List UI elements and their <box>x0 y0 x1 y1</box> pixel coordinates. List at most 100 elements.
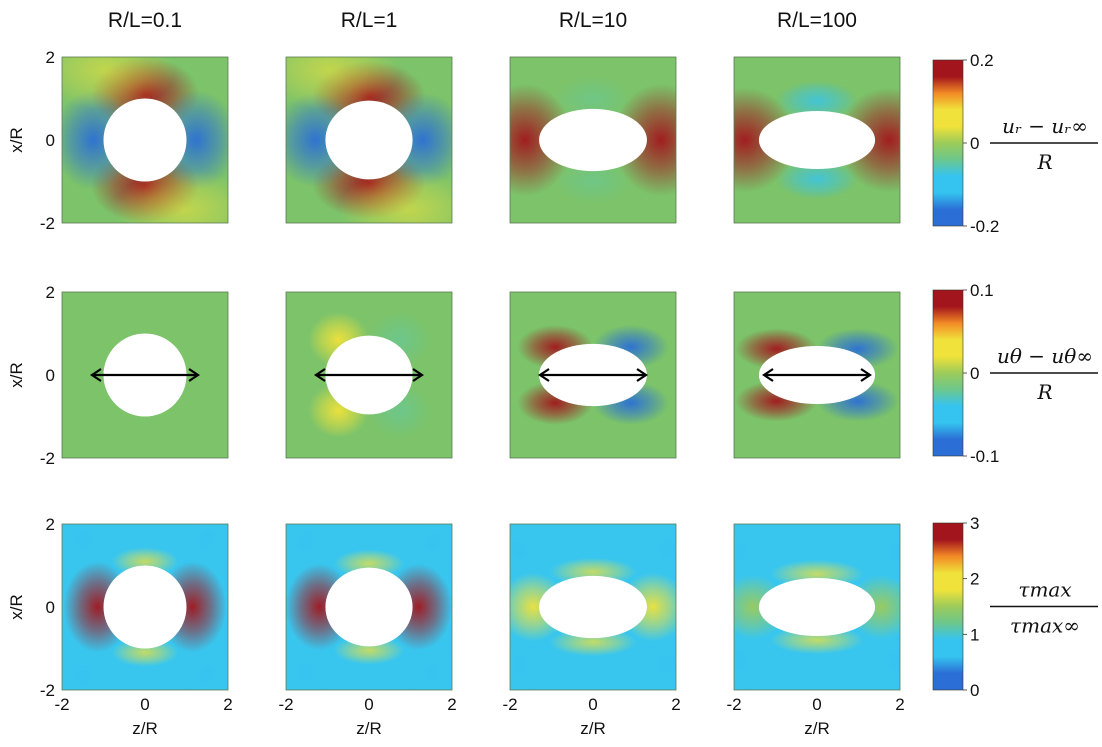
panel-frame <box>733 56 901 224</box>
y-tick-label: -2 <box>40 449 55 468</box>
x-axis-label: z/R <box>132 719 158 738</box>
y-tick-label: 2 <box>46 48 55 67</box>
x-axis-label: z/R <box>580 719 606 738</box>
x-tick-label: 2 <box>895 695 904 714</box>
x-tick-label: -2 <box>278 695 293 714</box>
panel <box>285 56 453 224</box>
field-halo <box>339 170 452 223</box>
column-title: R/L=10 <box>559 9 627 32</box>
y-axis-label: x/R <box>7 362 26 388</box>
inclusion <box>539 575 647 639</box>
colorbar-tick-label: 3 <box>970 514 979 533</box>
field-pole <box>111 638 179 667</box>
panel: -2 0 2 z/R <box>502 523 681 738</box>
colorbar-expression-numerator: uᵣ − uᵣ∞ <box>1002 114 1088 138</box>
inclusion <box>539 108 647 172</box>
colorbar: 0.1 0 -0.1 uθ − uθ∞ R <box>932 281 1098 466</box>
field-low-diag <box>62 644 108 690</box>
panel-frame <box>61 523 229 691</box>
field-low-diag <box>182 644 228 690</box>
column-title: R/L=1 <box>341 9 398 32</box>
panel <box>733 56 901 224</box>
x-tick-label: 0 <box>140 695 149 714</box>
y-tick-label: -2 <box>40 681 55 700</box>
colorbar-expression-numerator: τmax <box>1018 578 1071 602</box>
colorbar-tick-label: -0.1 <box>970 447 999 466</box>
x-tick-label: 0 <box>812 695 821 714</box>
colorbar-expression-numerator: uθ − uθ∞ <box>997 344 1093 368</box>
double-arrow <box>762 368 872 382</box>
panel-frame <box>733 523 901 691</box>
x-tick-label: -2 <box>502 695 517 714</box>
panel-frame <box>285 56 453 224</box>
colorbar-tick-label: 0 <box>970 134 979 153</box>
panel-frame <box>61 291 229 459</box>
x-tick-label: 0 <box>364 695 373 714</box>
y-axis-label: x/R <box>7 127 26 153</box>
field-halo <box>62 57 175 110</box>
inclusion <box>758 577 876 637</box>
colorbar-tick-label: -0.2 <box>970 217 999 236</box>
colorbar-tick-label: 0.1 <box>970 281 994 300</box>
colorbar-expression-denominator: R <box>1036 150 1052 174</box>
double-arrow <box>90 368 200 382</box>
colorbar-tick-label: 0.2 <box>970 51 994 70</box>
panel: 2 0 -2 x/R -2 0 2 z/R <box>7 515 233 738</box>
inclusion <box>103 565 187 649</box>
field-low-diag <box>408 642 452 690</box>
panel: 2 0 -2 x/R <box>7 283 229 468</box>
colorbar-scale <box>932 522 964 691</box>
x-axis-label: z/R <box>356 719 382 738</box>
field-halo <box>115 170 228 223</box>
panels-grid: 2 0 -2 x/R 2 0 -2 x/R 2 0 -2 x/R -2 0 2 z/R -2 0 2 z/R -2 0 2 z… <box>7 48 905 738</box>
panel <box>285 291 453 459</box>
panel: -2 0 2 z/R <box>278 523 457 738</box>
colorbar-tick-label: 0 <box>970 681 979 700</box>
field-low-diag <box>642 524 676 580</box>
x-tick-label: -2 <box>726 695 741 714</box>
panel-frame <box>509 291 677 459</box>
panel <box>509 56 677 224</box>
column-title: R/L=0.1 <box>108 9 182 32</box>
y-axis-label: x/R <box>7 594 26 620</box>
inclusion <box>758 110 876 170</box>
panel <box>733 291 901 459</box>
field-low-diag <box>286 524 330 572</box>
inclusion <box>325 100 413 180</box>
column-title: R/L=100 <box>777 9 857 32</box>
panel-frame <box>285 291 453 459</box>
x-tick-label: -2 <box>54 695 69 714</box>
colorbar-tick-label: 0 <box>970 364 979 383</box>
panel-frame <box>61 56 229 224</box>
panel-frame <box>509 523 677 691</box>
panel: -2 0 2 z/R <box>726 523 905 738</box>
double-arrow <box>314 368 424 382</box>
colorbars: 0.2 0 -0.2 uᵣ − uᵣ∞ R 0.1 0 -0.1 uθ − uθ∞ R 3 2 1 0 τm… <box>932 51 1098 700</box>
colorbar: 0.2 0 -0.2 uᵣ − uᵣ∞ R <box>932 51 1098 236</box>
field-min-pole <box>776 80 858 122</box>
field-min-pole <box>555 159 631 203</box>
colorbar-expression-denominator: τmax∞ <box>1010 614 1080 638</box>
field-low-diag <box>871 632 900 690</box>
colorbar-scale <box>932 289 964 457</box>
field-min-pole <box>776 158 858 200</box>
y-tick-label: 0 <box>46 598 55 617</box>
colorbar: 3 2 1 0 τmax τmax∞ <box>932 514 1098 700</box>
field-min-pole <box>555 77 631 121</box>
field-low-diag <box>510 524 544 580</box>
panel-frame <box>509 56 677 224</box>
x-tick-label: 2 <box>447 695 456 714</box>
field-low-diag <box>408 524 452 572</box>
y-tick-label: 2 <box>46 283 55 302</box>
inclusion <box>103 98 187 182</box>
y-tick-label: 0 <box>46 131 55 150</box>
inclusion <box>325 567 413 647</box>
x-tick-label: 2 <box>671 695 680 714</box>
x-axis-label: z/R <box>804 719 830 738</box>
field-pole <box>111 547 179 576</box>
panel <box>509 291 677 459</box>
y-tick-label: 2 <box>46 515 55 534</box>
panel-frame <box>733 291 901 459</box>
x-tick-label: 0 <box>588 695 597 714</box>
y-tick-label: 0 <box>46 366 55 385</box>
